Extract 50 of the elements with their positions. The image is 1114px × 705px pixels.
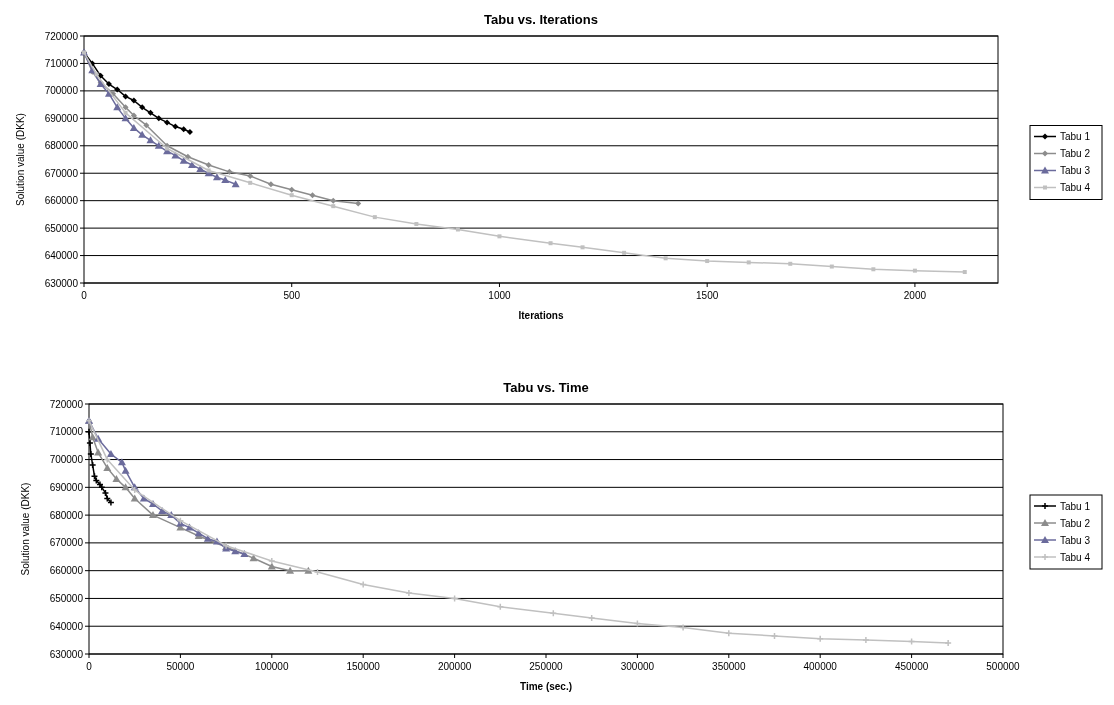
y-tick-label: 640000 (49, 620, 84, 632)
x-tick-label: 200000 (437, 661, 472, 672)
legend-label: Tabu 1 (1060, 500, 1091, 512)
x-tick-label: 100000 (255, 661, 289, 672)
y-axis-title: Solution value (DKK) (20, 482, 31, 576)
x-axis-title: Iterations (518, 310, 564, 321)
x-tick-label: 0 (81, 290, 88, 301)
x-tick-label: 400000 (803, 661, 838, 672)
legend-label: Tabu 3 (1060, 165, 1091, 176)
chart-title: Tabu vs. Time (503, 380, 589, 395)
y-tick-label: 680000 (44, 140, 79, 152)
y-tick-label: 670000 (49, 537, 84, 549)
y-tick-label: 630000 (44, 277, 79, 289)
x-tick-label: 500 (283, 290, 301, 301)
chart-title: Tabu vs. Iterations (484, 12, 598, 27)
legend-label: Tabu 1 (1060, 131, 1091, 142)
y-tick-label: 640000 (44, 250, 79, 262)
legend-label: Tabu 3 (1060, 534, 1091, 546)
y-tick-label: 650000 (44, 222, 79, 234)
y-tick-label: 690000 (49, 481, 84, 493)
x-tick-label: 350000 (712, 661, 746, 672)
y-tick-label: 670000 (44, 167, 79, 179)
y-tick-label: 700000 (44, 85, 79, 97)
x-axis-title: Time (sec.) (519, 681, 573, 692)
y-tick-label: 720000 (49, 398, 84, 410)
x-tick-label: 150000 (346, 661, 381, 672)
y-tick-label: 720000 (44, 30, 79, 42)
y-tick-label: 660000 (44, 195, 79, 207)
y-tick-label: 710000 (44, 57, 79, 69)
legend-label: Tabu 2 (1060, 517, 1091, 529)
x-tick-label: 1500 (696, 290, 719, 301)
y-tick-label: 710000 (49, 426, 84, 438)
x-tick-label: 50000 (166, 661, 195, 672)
y-tick-label: 700000 (49, 454, 84, 466)
x-tick-label: 300000 (620, 661, 655, 672)
x-tick-label: 500000 (986, 661, 1021, 672)
x-tick-label: 2000 (903, 290, 927, 301)
y-tick-label: 630000 (49, 648, 84, 660)
x-tick-label: 450000 (894, 661, 929, 672)
legend-label: Tabu 4 (1060, 551, 1091, 563)
y-tick-label: 690000 (44, 112, 79, 124)
y-tick-label: 660000 (49, 565, 84, 577)
x-tick-label: 1000 (488, 290, 512, 301)
legend-label: Tabu 2 (1060, 148, 1091, 159)
y-tick-label: 650000 (49, 592, 84, 604)
y-tick-label: 680000 (49, 509, 84, 521)
y-axis-title: Solution value (DKK) (15, 113, 26, 206)
x-tick-label: 250000 (529, 661, 564, 672)
legend-label: Tabu 4 (1060, 182, 1091, 193)
x-tick-label: 0 (86, 661, 93, 672)
